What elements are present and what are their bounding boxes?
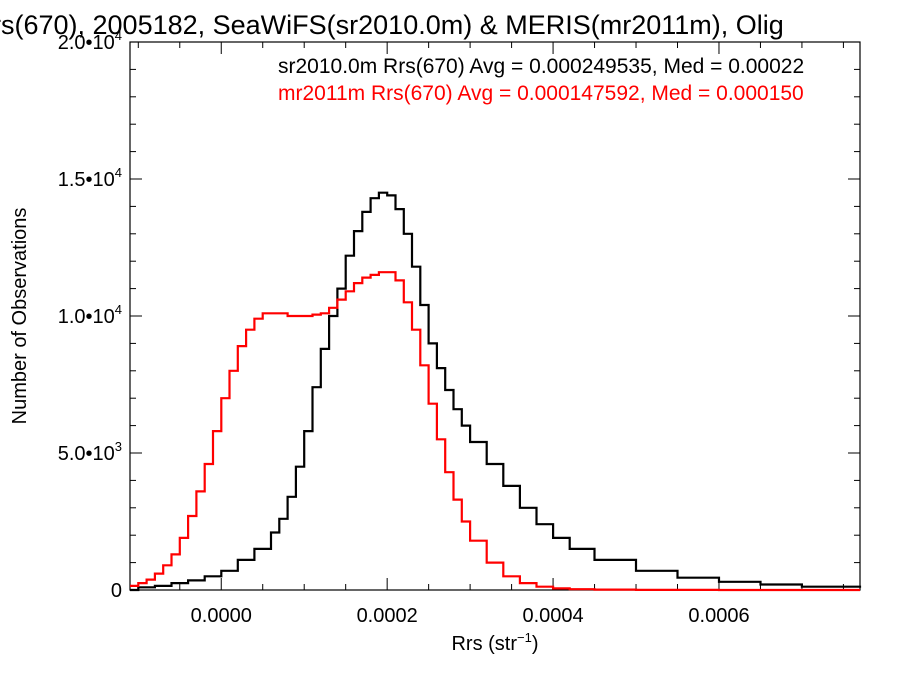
x-tick-label: 0.0006	[688, 605, 749, 627]
y-axis-label: Number of Observations	[9, 208, 31, 425]
y-tick-base: 0	[111, 580, 122, 602]
annotation-red: mr2011m Rrs(670) Avg = 0.000147592, Med …	[278, 82, 804, 105]
plot-area	[129, 41, 861, 591]
y-tick-base: 1.5•10	[58, 169, 115, 191]
x-axis-label-main: Rrs (str	[451, 633, 517, 655]
y-tick-label: 2.0•104	[58, 28, 122, 54]
x-axis-label-close: )	[532, 633, 539, 655]
y-tick-exp: 4	[115, 165, 122, 180]
y-tick-label: 1.0•104	[58, 302, 122, 328]
y-tick-base: 5.0•10	[58, 443, 115, 465]
series-layer	[130, 191, 862, 592]
y-tick-base: 2.0•10	[58, 32, 115, 54]
x-tick-label: 0.0004	[522, 605, 583, 627]
y-tick-exp: 4	[115, 302, 122, 317]
y-tick-exp: 4	[115, 28, 122, 43]
y-tick-label: 0	[111, 580, 122, 602]
x-tick-label: 0.0002	[357, 605, 418, 627]
x-tick-label: 0.0000	[191, 605, 252, 627]
annotation-black: sr2010.0m Rrs(670) Avg = 0.000249535, Me…	[278, 55, 804, 78]
y-tick-label: 5.0•103	[58, 439, 122, 465]
y-tick-exp: 3	[115, 439, 122, 454]
y-tick-label: 1.5•104	[58, 165, 122, 191]
series-line-black	[130, 191, 862, 592]
y-tick-base: 1.0•10	[58, 306, 115, 328]
series-line-red	[130, 271, 860, 592]
plot-frame	[129, 41, 861, 591]
chart-title: rs(670), 2005182, SeaWiFS(sr2010.0m) & M…	[0, 10, 784, 40]
x-axis-ticks: 0.0000 0.0002 0.0004 0.0006	[137, 42, 844, 627]
x-axis-label: Rrs (str−1)	[451, 630, 538, 655]
x-axis-label-sup: −1	[517, 630, 532, 645]
